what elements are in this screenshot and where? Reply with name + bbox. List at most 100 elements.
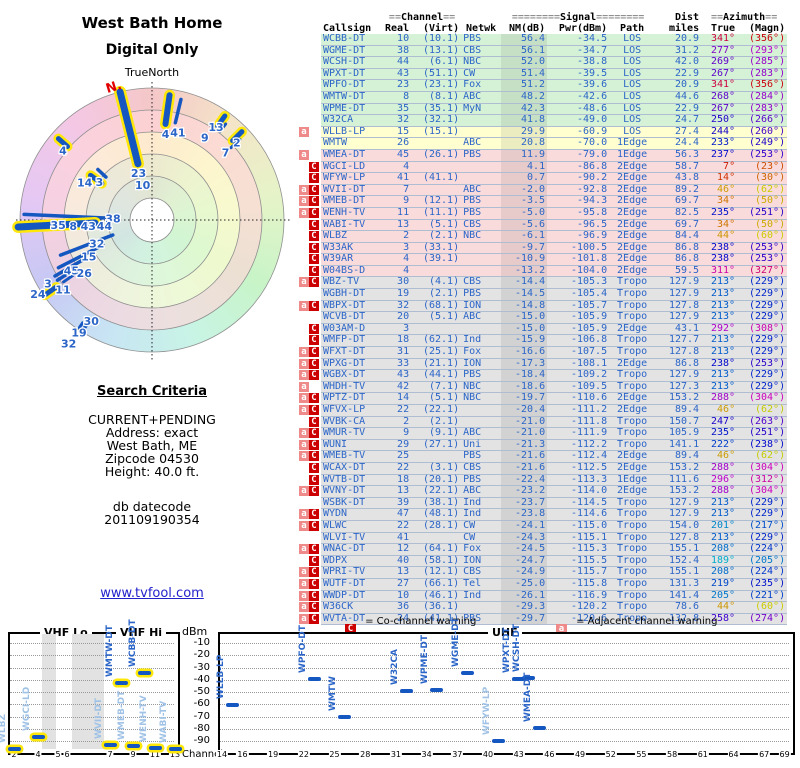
distance-miles: 86.8 <box>655 242 702 255</box>
distance-miles: 43.1 <box>655 323 702 336</box>
azimuth-true: 296° <box>701 474 738 487</box>
callsign: WPXT-DT <box>321 68 383 81</box>
network: Uni <box>461 439 502 452</box>
real-channel: 47 <box>383 509 412 521</box>
virtual-channel: (20.1) <box>411 474 462 487</box>
network <box>461 253 502 266</box>
azimuth-magnetic: (229°) <box>737 509 788 521</box>
azimuth-magnetic: (253°) <box>737 254 788 266</box>
warning-cell: aC <box>299 161 321 174</box>
azimuth-magnetic: (249°) <box>737 138 788 150</box>
noise-margin: -5.0 <box>501 207 548 220</box>
gridline <box>220 679 789 681</box>
distance-miles: 89.4 <box>655 451 702 463</box>
path: 2Edge <box>609 393 656 405</box>
station-marker <box>430 688 444 693</box>
callsign: WMTW-DT <box>321 91 383 104</box>
real-channel: 26 <box>383 138 412 150</box>
station-marker <box>114 681 128 686</box>
path: 1Edge <box>609 149 656 162</box>
real-channel: 10 <box>383 590 412 603</box>
station-row: a C WUTF-DT 27 (66.1) Tel -25.0 -115.8 Tropo 131.… <box>299 578 788 591</box>
noise-margin: 52.0 <box>501 57 548 69</box>
warning-cell: aC <box>299 149 321 162</box>
radar-channel-number: 45 <box>64 264 79 277</box>
azimuth-magnetic: (238°) <box>737 439 788 452</box>
network: ION <box>461 300 502 313</box>
azimuth-true: 288° <box>701 393 738 405</box>
radar-bar <box>55 136 70 150</box>
azimuth-magnetic: (356°) <box>737 33 788 46</box>
azimuth-true: 267° <box>701 68 738 81</box>
distance-miles: 152.4 <box>655 555 702 568</box>
gridline <box>10 643 174 644</box>
noise-margin: 42.3 <box>501 103 548 116</box>
criteria-line: Zipcode 04530 <box>105 451 199 466</box>
search-criteria: Search Criteria CURRENT+PENDING Address:… <box>0 384 304 526</box>
station-row: aCWABI-TV13(5.1)CBS-5.6-96.52Edge69.734°… <box>299 219 788 232</box>
gridline <box>220 716 789 718</box>
real-channel: 20 <box>383 312 412 324</box>
warning-cell: aC <box>299 230 321 243</box>
adjacent-warning-badge: a <box>299 277 309 288</box>
distance-miles: 127.9 <box>655 277 702 290</box>
gridline <box>220 692 789 694</box>
station-row: a C WMEB-TV 25 PBS -21.6 -112.4 2Edge 89.4 46° (62… <box>299 451 788 463</box>
distance-miles: 20.9 <box>655 80 702 92</box>
real-channel: 38 <box>383 45 412 58</box>
cochannel-warning-badge: C <box>309 300 319 311</box>
network: CBS <box>461 567 502 579</box>
distance-miles: 127.8 <box>655 300 702 313</box>
distance-miles: 153.2 <box>655 393 702 405</box>
virtual-channel: (7.1) <box>411 381 462 394</box>
azimuth-magnetic: (205°) <box>737 555 788 568</box>
power: -48.6 <box>547 103 610 116</box>
dbm-tick: -30 <box>193 661 210 673</box>
warning-cell: aC <box>299 416 321 429</box>
path: Tropo <box>609 544 656 556</box>
azimuth-magnetic: (253°) <box>737 242 788 255</box>
vhf-hi-title: VHF Hi <box>116 626 167 639</box>
virtual-channel: (9.1) <box>411 428 462 440</box>
power: -107.5 <box>547 346 610 359</box>
tvfool-link[interactable]: www.tvfool.com <box>100 586 204 601</box>
station-row: a C WMEB-DT 9 (12.1) PBS -3.5 -94.3 2Edge 69.7 34°… <box>299 196 788 208</box>
radar-bar <box>218 122 228 133</box>
station-row: a C WVII-DT 7 ABC -2.0 -92.8 2Edge 89.2 46° (62°) <box>299 184 788 197</box>
real-channel: 43 <box>383 370 412 382</box>
azimuth-magnetic: (229°) <box>737 532 788 545</box>
warning-cell: aC <box>299 137 321 150</box>
path: LOS <box>609 45 656 58</box>
warning-cell: aC <box>299 172 321 185</box>
cochannel-symbol: C <box>345 624 356 635</box>
cochannel-warning-badge: C <box>309 347 319 358</box>
azimuth-true: 213° <box>701 300 738 313</box>
path: 2Edge <box>609 219 656 232</box>
adjacent-warning-badge: a <box>299 184 309 195</box>
power: -86.8 <box>547 161 610 174</box>
station-row: aCWDPX40(58.1)ION-24.7-115.5Tropo152.418… <box>299 555 788 568</box>
distance-miles: 27.4 <box>655 126 702 139</box>
cochannel-warning-badge: C <box>309 184 319 195</box>
station-marker <box>307 677 321 682</box>
power: -111.2 <box>547 404 610 417</box>
search-criteria-title: Search Criteria <box>97 384 207 399</box>
channel-tick: 7 <box>106 750 114 759</box>
station-row: aCW32CA32(32.1) 41.8-49.0LOS24.7250°(266°… <box>299 115 788 127</box>
azimuth-true: 44° <box>701 230 738 243</box>
virtual-channel: (2.1) <box>411 288 462 301</box>
path: 2Edge <box>609 184 656 197</box>
distance-miles: 155.1 <box>655 567 702 579</box>
radar-channel-number: 38 <box>105 212 120 225</box>
azimuth-true: 277° <box>701 45 738 58</box>
real-channel: 23 <box>383 80 412 92</box>
callsign: WCBB-DT <box>321 33 383 46</box>
station-row: aCWVBK-CA2(2.1) -21.0-111.8Tropo150.7247°… <box>299 416 788 429</box>
noise-margin: -15.9 <box>501 335 548 348</box>
warning-cell: aC <box>299 288 321 301</box>
callsign: WCSH-DT <box>321 57 383 69</box>
